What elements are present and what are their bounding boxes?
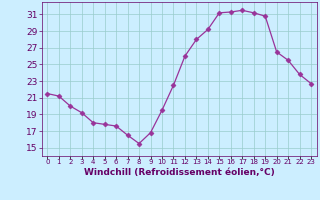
X-axis label: Windchill (Refroidissement éolien,°C): Windchill (Refroidissement éolien,°C) <box>84 168 275 177</box>
